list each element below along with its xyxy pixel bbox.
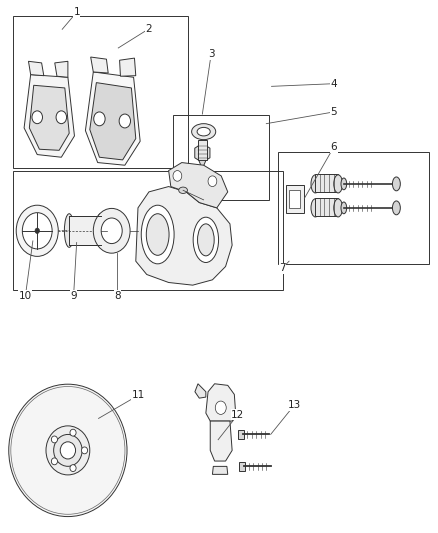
Text: 12: 12	[231, 410, 244, 419]
Text: 11: 11	[131, 391, 145, 400]
Polygon shape	[29, 85, 69, 150]
Ellipse shape	[198, 224, 214, 256]
Ellipse shape	[334, 199, 343, 217]
Bar	[278, 152, 429, 264]
Ellipse shape	[193, 217, 219, 262]
Ellipse shape	[311, 175, 320, 193]
Polygon shape	[212, 466, 228, 474]
Circle shape	[22, 213, 52, 249]
Polygon shape	[120, 58, 136, 76]
Polygon shape	[24, 75, 74, 157]
Ellipse shape	[9, 384, 127, 516]
Text: 3: 3	[208, 50, 215, 59]
Circle shape	[208, 176, 217, 187]
Polygon shape	[199, 160, 206, 169]
Bar	[69, 216, 101, 245]
Ellipse shape	[70, 429, 76, 436]
Circle shape	[16, 205, 58, 256]
Polygon shape	[195, 143, 210, 163]
Bar	[315, 198, 338, 216]
Bar	[286, 185, 304, 213]
Ellipse shape	[51, 458, 57, 465]
Polygon shape	[90, 83, 136, 160]
Ellipse shape	[141, 205, 174, 264]
Ellipse shape	[197, 127, 210, 136]
Ellipse shape	[215, 401, 226, 415]
Bar	[13, 171, 283, 290]
Circle shape	[35, 228, 39, 233]
Ellipse shape	[51, 436, 57, 443]
Polygon shape	[169, 163, 228, 208]
Ellipse shape	[334, 175, 343, 193]
Polygon shape	[238, 430, 244, 439]
Text: 13: 13	[288, 400, 301, 410]
Ellipse shape	[46, 426, 90, 475]
Text: 2: 2	[145, 24, 152, 34]
Text: 9: 9	[70, 291, 77, 301]
Text: 1: 1	[73, 7, 80, 17]
Text: 10: 10	[19, 291, 32, 301]
Ellipse shape	[341, 202, 347, 214]
Circle shape	[94, 112, 105, 126]
Polygon shape	[136, 187, 232, 285]
Ellipse shape	[179, 187, 187, 193]
Circle shape	[173, 171, 182, 181]
Polygon shape	[91, 57, 108, 73]
Ellipse shape	[53, 434, 82, 466]
Ellipse shape	[96, 214, 106, 247]
Ellipse shape	[311, 199, 320, 217]
Ellipse shape	[60, 442, 76, 459]
Polygon shape	[195, 384, 206, 398]
Ellipse shape	[64, 214, 74, 247]
Polygon shape	[85, 72, 140, 165]
Ellipse shape	[70, 465, 76, 472]
Ellipse shape	[392, 201, 400, 215]
Polygon shape	[28, 61, 44, 76]
Bar	[173, 115, 269, 200]
Polygon shape	[239, 462, 245, 471]
Bar	[289, 190, 300, 208]
Circle shape	[101, 218, 122, 244]
Text: 7: 7	[279, 263, 286, 273]
Ellipse shape	[81, 447, 88, 454]
Text: 5: 5	[330, 107, 337, 117]
Circle shape	[119, 114, 131, 128]
Polygon shape	[210, 421, 232, 461]
Circle shape	[32, 111, 42, 124]
Text: 6: 6	[330, 142, 337, 152]
Bar	[13, 16, 188, 168]
Circle shape	[93, 208, 130, 253]
Text: 4: 4	[330, 79, 337, 88]
Polygon shape	[55, 61, 68, 77]
Text: 8: 8	[114, 291, 121, 301]
Bar	[198, 140, 207, 160]
Bar	[315, 174, 338, 192]
Circle shape	[56, 111, 67, 124]
Ellipse shape	[392, 177, 400, 191]
Ellipse shape	[96, 214, 106, 247]
Ellipse shape	[341, 178, 347, 190]
Polygon shape	[206, 384, 236, 421]
Ellipse shape	[146, 214, 169, 255]
Ellipse shape	[192, 124, 215, 140]
